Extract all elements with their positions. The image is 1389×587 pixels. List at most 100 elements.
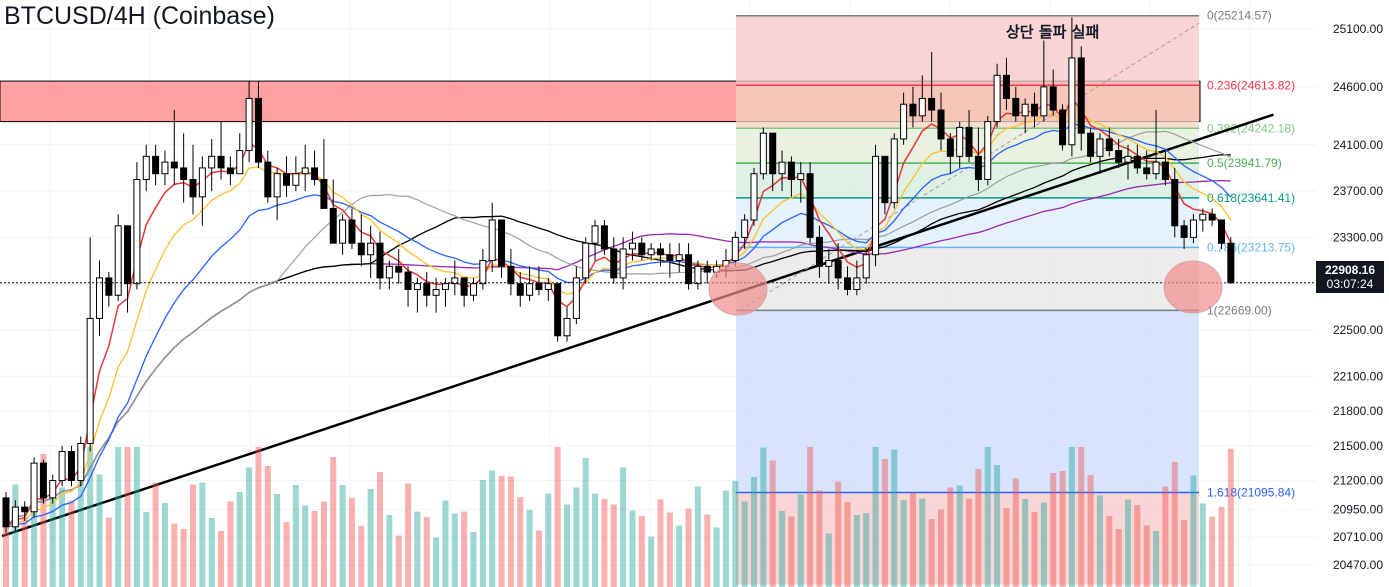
candle[interactable] (30, 457, 38, 518)
candle[interactable] (39, 459, 47, 504)
candle[interactable] (890, 133, 898, 209)
candle[interactable] (741, 214, 749, 249)
candle[interactable] (918, 75, 926, 122)
candle[interactable] (619, 237, 627, 290)
candle[interactable] (815, 225, 823, 278)
candle[interactable] (58, 445, 66, 487)
candle[interactable] (750, 167, 758, 226)
candle[interactable] (1171, 167, 1179, 238)
candle[interactable] (329, 179, 337, 244)
candle[interactable] (339, 214, 347, 255)
candle[interactable] (1031, 92, 1038, 128)
candle[interactable] (77, 436, 85, 487)
candle[interactable] (844, 266, 851, 296)
candle[interactable] (647, 243, 655, 261)
candle[interactable] (189, 144, 197, 215)
candle[interactable] (516, 272, 524, 307)
candle[interactable] (264, 150, 272, 203)
candle[interactable] (395, 248, 403, 284)
candle[interactable] (357, 214, 365, 267)
candle[interactable] (825, 248, 833, 284)
candle[interactable] (872, 144, 880, 267)
candle[interactable] (2, 492, 10, 533)
candle[interactable] (1152, 110, 1160, 180)
candle[interactable] (582, 237, 590, 284)
candle[interactable] (628, 231, 636, 261)
candle[interactable] (563, 306, 571, 342)
candle[interactable] (1161, 150, 1169, 186)
candle[interactable] (114, 214, 122, 302)
candle[interactable] (1002, 57, 1010, 111)
candle[interactable] (685, 243, 693, 290)
candle[interactable] (1208, 208, 1216, 226)
candle[interactable] (600, 220, 608, 255)
candle[interactable] (1049, 69, 1057, 116)
candle[interactable] (226, 156, 234, 186)
candle[interactable] (404, 266, 412, 307)
candle[interactable] (965, 110, 973, 163)
candle[interactable] (208, 138, 216, 192)
candle[interactable] (488, 202, 496, 273)
candle[interactable] (900, 92, 908, 145)
candle[interactable] (610, 237, 618, 284)
candle[interactable] (432, 277, 440, 313)
candle[interactable] (1115, 138, 1123, 168)
candle[interactable] (1199, 208, 1207, 232)
candle[interactable] (1105, 127, 1113, 157)
candle[interactable] (320, 138, 328, 209)
candle[interactable] (451, 260, 459, 296)
candle[interactable] (423, 272, 431, 307)
candle[interactable] (937, 92, 945, 151)
candle[interactable] (180, 133, 188, 203)
candle[interactable] (1124, 144, 1132, 180)
candle[interactable] (1096, 133, 1104, 174)
candle[interactable] (479, 248, 487, 290)
candle[interactable] (498, 219, 506, 278)
candle[interactable] (376, 231, 384, 290)
candle[interactable] (301, 144, 309, 192)
candle[interactable] (657, 243, 664, 267)
candle[interactable] (49, 474, 57, 504)
candle[interactable] (535, 266, 543, 296)
candle[interactable] (675, 243, 683, 273)
candle[interactable] (217, 121, 225, 180)
candle[interactable] (1068, 17, 1076, 157)
candle[interactable] (311, 150, 319, 186)
candle[interactable] (778, 150, 786, 192)
candle[interactable] (638, 237, 646, 261)
candle[interactable] (105, 272, 113, 307)
candle[interactable] (853, 260, 861, 296)
candle[interactable] (283, 156, 290, 197)
candle[interactable] (526, 266, 534, 302)
candle[interactable] (292, 156, 300, 192)
candle[interactable] (956, 121, 964, 168)
candle[interactable] (703, 260, 711, 284)
candle[interactable] (591, 220, 599, 261)
candle[interactable] (152, 144, 160, 186)
candle[interactable] (928, 52, 936, 122)
candle[interactable] (787, 156, 795, 197)
candle[interactable] (67, 445, 75, 487)
candle[interactable] (161, 150, 169, 186)
candle[interactable] (666, 243, 674, 278)
candle[interactable] (460, 277, 468, 307)
ascending-trendline[interactable] (1, 113, 1274, 538)
candle[interactable] (881, 155, 889, 215)
candle[interactable] (1077, 46, 1085, 151)
candle[interactable] (236, 133, 244, 175)
candle[interactable] (731, 231, 739, 267)
candle[interactable] (245, 81, 253, 163)
candle[interactable] (507, 248, 515, 296)
candle[interactable] (96, 260, 103, 336)
candle[interactable] (1143, 150, 1151, 180)
candle[interactable] (1180, 220, 1188, 249)
candle[interactable] (946, 133, 954, 174)
candle[interactable] (862, 248, 870, 284)
candle[interactable] (806, 162, 814, 244)
candle[interactable] (1059, 104, 1067, 151)
candle[interactable] (1087, 127, 1095, 163)
candle[interactable] (1227, 237, 1235, 284)
candle[interactable] (348, 208, 356, 249)
candle[interactable] (198, 156, 206, 226)
